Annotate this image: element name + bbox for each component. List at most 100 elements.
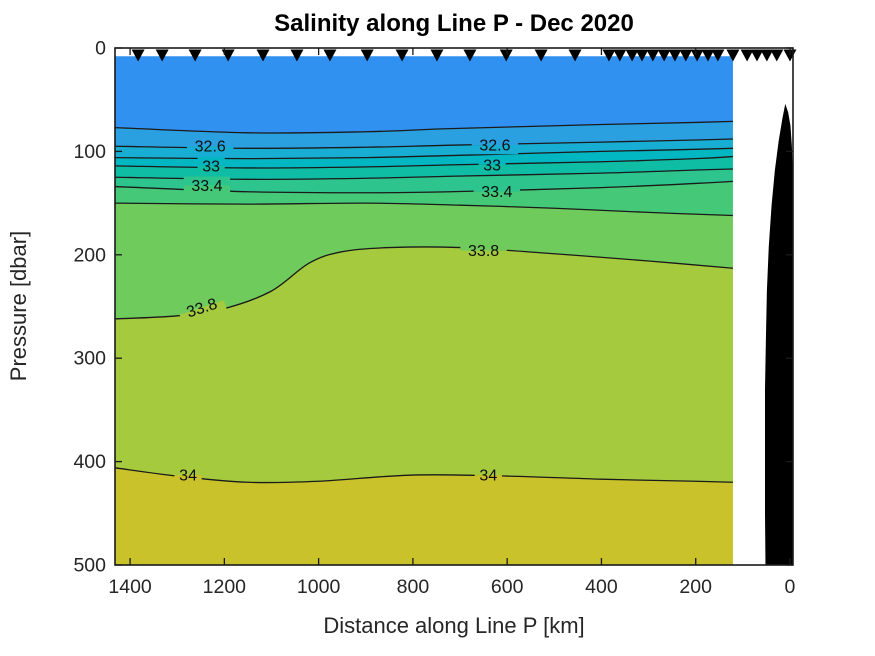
contour-line-32.6 <box>114 138 733 149</box>
contour-line-33.6 <box>114 202 733 217</box>
station-marker <box>290 49 304 62</box>
station-marker <box>568 49 582 62</box>
contour-label-mask-lower <box>473 191 520 201</box>
contour-label-text: 33.8 <box>468 243 499 260</box>
y-tick-label: 300 <box>73 348 106 370</box>
x-tick-label: 200 <box>679 576 712 598</box>
contour-lines <box>114 120 734 484</box>
contour-label-text: 33.4 <box>481 184 512 201</box>
x-tick-label: 1000 <box>297 576 341 598</box>
x-tick-label: 0 <box>785 576 796 598</box>
x-tick-label: 600 <box>491 576 524 598</box>
chart-title: Salinity along Line P - Dec 2020 <box>274 10 634 37</box>
contour-label: 32.6 <box>471 136 519 155</box>
contour-label-mask-upper <box>197 156 225 166</box>
contour-label-mask-upper <box>478 155 506 165</box>
contour-label-text: 32.6 <box>195 139 226 156</box>
contour-label-mask-lower <box>478 164 506 174</box>
fill-band-33.4-33.6 <box>115 181 733 216</box>
y-tick-label: 0 <box>95 38 106 60</box>
station-marker <box>635 49 649 62</box>
contour-label: 33 <box>478 155 506 174</box>
fill-band-32.8-33.0 <box>115 148 733 168</box>
contour-label-mask-upper <box>187 137 234 147</box>
station-markers <box>131 49 797 62</box>
station-marker <box>256 49 270 62</box>
fill-band-32.6-32.8 <box>115 138 733 159</box>
station-marker <box>740 49 754 62</box>
station-marker <box>770 49 784 62</box>
bathymetry-polygon <box>765 103 793 565</box>
contour-label: 33.8 <box>460 241 507 260</box>
station-marker <box>499 49 513 62</box>
station-marker <box>155 49 169 62</box>
y-tick-label: 100 <box>73 141 106 163</box>
fill-band-33.8-34.0 <box>115 246 733 483</box>
contour-label: 32.6 <box>187 137 234 156</box>
contour-label-mask-upper <box>174 466 202 476</box>
contour-label-mask-lower <box>183 185 231 195</box>
station-marker <box>726 49 740 62</box>
station-marker <box>668 49 682 62</box>
station-marker <box>360 49 374 62</box>
station-marker <box>463 49 477 62</box>
station-marker <box>395 49 409 62</box>
contour-label-mask-upper <box>471 136 519 146</box>
station-marker <box>657 49 671 62</box>
fill-band-<32.4 <box>115 56 733 134</box>
x-tick-label: 1200 <box>203 576 247 598</box>
station-marker <box>690 49 704 62</box>
plot-box <box>114 47 794 566</box>
station-marker <box>602 49 616 62</box>
station-marker <box>323 49 337 62</box>
fill-band-32.4-32.6 <box>115 121 733 149</box>
contour-line-33.2 <box>114 168 733 180</box>
contour-label-mask-upper <box>183 176 231 186</box>
station-marker <box>760 49 774 62</box>
contour-label-text: 32.6 <box>479 138 510 155</box>
contour-label-text: 33.4 <box>191 178 222 195</box>
station-marker <box>613 49 627 62</box>
contour-label: 34 <box>474 466 502 485</box>
contour-line-34 <box>114 467 733 484</box>
contour-label-mask-lower <box>474 475 502 485</box>
station-marker <box>750 49 764 62</box>
y-tick-label: 500 <box>73 555 106 577</box>
station-marker <box>188 49 202 62</box>
y-axis-label: Pressure [dbar] <box>6 231 31 381</box>
station-marker <box>430 49 444 62</box>
contour-label-text: 34 <box>479 468 497 485</box>
contour-label-mask-lower <box>187 146 234 156</box>
contour-line-32.4 <box>114 120 733 134</box>
fill-band-33.6-33.8 <box>115 203 733 319</box>
x-tick-label: 800 <box>397 576 430 598</box>
y-tick-label: 400 <box>73 451 106 473</box>
x-tick-label: 1400 <box>108 576 152 598</box>
station-marker <box>625 49 639 62</box>
contour-label-mask-lower <box>471 145 519 155</box>
contour-label-mask-upper <box>474 466 502 476</box>
contour-label: 33.4 <box>183 176 231 195</box>
contour-line-33 <box>114 155 733 169</box>
contour-label-mask-lower <box>460 250 507 260</box>
contour-label-text: 33 <box>202 158 220 175</box>
tick-labels: 1400 1200 1000 800 600 400 200 0 0 100 200 300 400 50… <box>73 38 795 599</box>
x-tick-label: 400 <box>585 576 618 598</box>
station-marker <box>534 49 548 62</box>
fill-band->34.0 <box>115 467 733 565</box>
station-marker <box>679 49 693 62</box>
contour-label-mask-lower <box>174 475 202 485</box>
x-axis-label: Distance along Line P [km] <box>323 613 584 638</box>
contour-label-mask-lower <box>179 300 227 324</box>
station-marker <box>646 49 660 62</box>
station-marker <box>701 49 715 62</box>
y-tick-label: 200 <box>73 244 106 266</box>
fill-band-33.0-33.2 <box>115 156 733 180</box>
contour-label-mask-upper <box>176 291 224 315</box>
contour-line-33.4 <box>114 180 733 194</box>
contour-label-mask-upper <box>473 182 520 192</box>
station-marker <box>711 49 725 62</box>
